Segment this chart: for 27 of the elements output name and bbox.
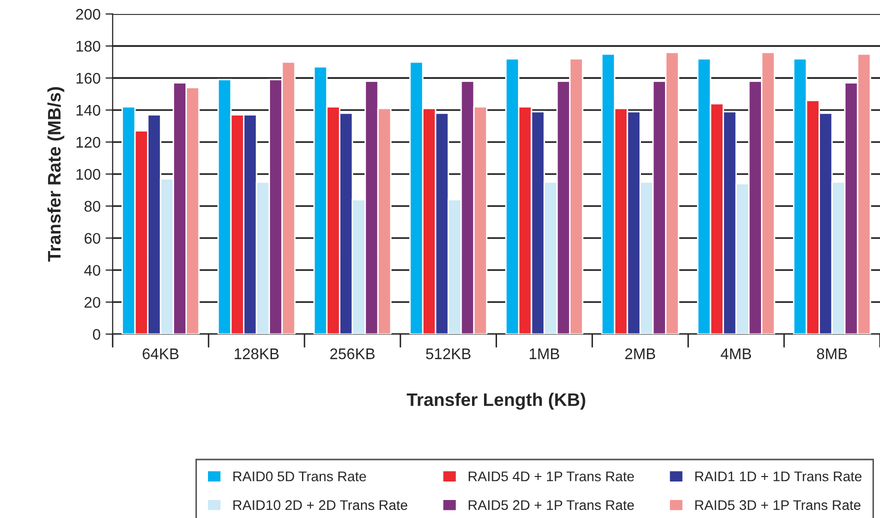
x-tick-label: 512KB (426, 348, 470, 360)
y-tick-label: 40 (84, 264, 100, 276)
x-tick-label: 256KB (330, 348, 375, 360)
y-tick-label: 0 (92, 328, 100, 340)
x-axis-title: Transfer Length (KB) (406, 392, 586, 410)
y-tick-label: 200 (76, 8, 100, 20)
y-tick-label: 120 (76, 136, 100, 148)
y-tick-label: 60 (84, 232, 100, 244)
legend-label: RAID5 4D + 1P Trans Rate (468, 472, 634, 482)
y-tick-label: 140 (76, 104, 100, 116)
legend-label: RAID10 2D + 2D Trans Rate (233, 500, 408, 510)
x-tick-label: 64KB (142, 348, 178, 360)
legend-label: RAID0 5D Trans Rate (233, 471, 366, 482)
legend-label: RAID5 3D + 1P Trans Rate (695, 500, 860, 510)
y-tick-label: 80 (84, 200, 100, 212)
legend-label: RAID5 2D + 1P Trans Rate (468, 500, 634, 510)
x-tick-label: 1MB (530, 348, 560, 360)
y-tick-label: 20 (84, 296, 100, 308)
x-tick-label: 4MB (720, 348, 752, 360)
y-tick-label: 180 (76, 40, 100, 52)
y-tick-label: 160 (76, 72, 100, 84)
legend-label: RAID1 1D + 1D Trans Rate (695, 472, 862, 482)
y-axis-title: Transfer Rate (MB/s) (47, 87, 64, 262)
x-tick-label: 8MB (816, 348, 847, 360)
x-tick-label: 2MB (625, 348, 656, 360)
x-tick-label: 128KB (234, 348, 279, 360)
y-tick-label: 100 (76, 168, 100, 180)
